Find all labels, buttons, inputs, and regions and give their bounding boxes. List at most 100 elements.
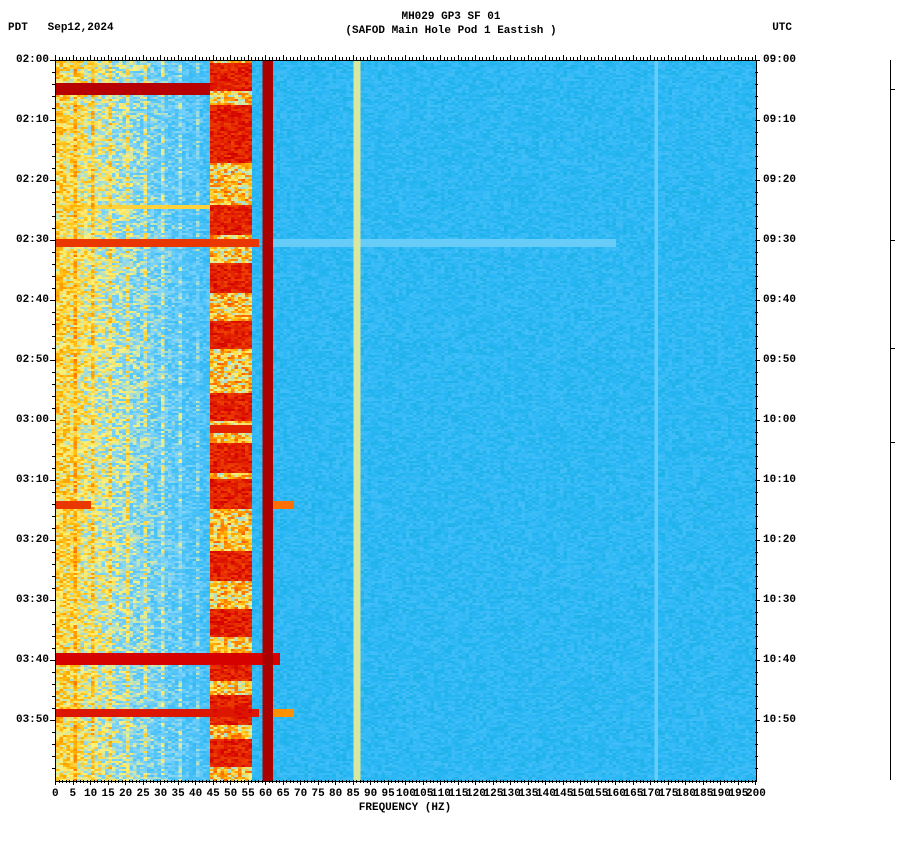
tick-mark bbox=[50, 60, 55, 61]
tick-mark bbox=[167, 780, 168, 783]
tick-mark bbox=[755, 636, 758, 637]
tick-mark bbox=[668, 780, 669, 785]
tick-mark bbox=[59, 57, 60, 60]
tick-label: 02:10 bbox=[16, 114, 49, 126]
tick-mark bbox=[356, 57, 357, 60]
tick-mark bbox=[269, 780, 270, 783]
tick-label: 03:50 bbox=[16, 714, 49, 726]
tick-mark bbox=[307, 57, 308, 60]
tick-mark bbox=[447, 57, 448, 60]
tick-mark bbox=[125, 55, 126, 60]
tick-mark bbox=[50, 420, 55, 421]
tick-mark bbox=[300, 55, 301, 60]
tick-mark bbox=[90, 55, 91, 60]
tick-mark bbox=[55, 780, 56, 785]
tick-mark bbox=[66, 780, 67, 783]
tick-mark bbox=[52, 84, 55, 85]
right-ruler-dot bbox=[890, 442, 895, 443]
tick-mark bbox=[52, 156, 55, 157]
tick-label: 80 bbox=[329, 788, 342, 800]
tick-mark bbox=[265, 780, 266, 785]
tick-mark bbox=[430, 57, 431, 60]
tick-mark bbox=[188, 57, 189, 60]
left-tz: PDT bbox=[8, 22, 28, 34]
tick-mark bbox=[636, 780, 637, 783]
tick-mark bbox=[325, 780, 326, 783]
tick-mark bbox=[171, 780, 172, 783]
tick-mark bbox=[97, 780, 98, 783]
tick-mark bbox=[514, 780, 515, 783]
tick-mark bbox=[755, 612, 758, 613]
tick-mark bbox=[447, 780, 448, 783]
tick-mark bbox=[52, 528, 55, 529]
tick-mark bbox=[573, 780, 574, 783]
tick-mark bbox=[209, 780, 210, 783]
tick-mark bbox=[314, 780, 315, 783]
tick-mark bbox=[230, 780, 231, 785]
tick-label: 10:20 bbox=[763, 534, 796, 546]
tick-mark bbox=[216, 780, 217, 783]
tick-mark bbox=[437, 57, 438, 60]
tick-mark bbox=[192, 780, 193, 783]
tick-mark bbox=[223, 57, 224, 60]
tick-label: 03:10 bbox=[16, 474, 49, 486]
tick-mark bbox=[584, 57, 585, 60]
tick-mark bbox=[349, 780, 350, 783]
tick-mark bbox=[178, 780, 179, 785]
tick-label: 10:00 bbox=[763, 414, 796, 426]
tick-mark bbox=[52, 732, 55, 733]
tick-mark bbox=[136, 57, 137, 60]
tick-mark bbox=[244, 57, 245, 60]
tick-mark bbox=[657, 57, 658, 60]
tick-mark bbox=[276, 57, 277, 60]
tick-mark bbox=[468, 780, 469, 783]
tick-mark bbox=[703, 780, 704, 785]
tick-mark bbox=[531, 780, 532, 783]
tick-mark bbox=[755, 360, 760, 361]
tick-mark bbox=[80, 57, 81, 60]
tick-label: 50 bbox=[224, 788, 237, 800]
tick-mark bbox=[559, 57, 560, 60]
tick-mark bbox=[188, 780, 189, 783]
tick-mark bbox=[552, 57, 553, 60]
tick-mark bbox=[143, 55, 144, 60]
tick-label: 20 bbox=[119, 788, 132, 800]
tick-mark bbox=[542, 780, 543, 783]
tick-mark bbox=[636, 57, 637, 60]
tick-mark bbox=[384, 780, 385, 783]
tick-mark bbox=[444, 57, 445, 60]
tick-mark bbox=[237, 780, 238, 783]
tick-mark bbox=[605, 780, 606, 783]
tick-mark bbox=[755, 708, 758, 709]
tick-mark bbox=[209, 57, 210, 60]
tick-mark bbox=[52, 564, 55, 565]
tick-mark bbox=[755, 444, 758, 445]
tick-mark bbox=[321, 780, 322, 783]
tick-mark bbox=[745, 57, 746, 60]
tick-mark bbox=[755, 108, 758, 109]
tick-mark bbox=[255, 780, 256, 783]
tick-mark bbox=[475, 780, 476, 785]
tick-mark bbox=[755, 456, 758, 457]
tick-mark bbox=[601, 57, 602, 60]
tick-mark bbox=[552, 780, 553, 783]
tick-label: 09:00 bbox=[763, 54, 796, 66]
tick-mark bbox=[668, 55, 669, 60]
tick-mark bbox=[643, 780, 644, 783]
tick-mark bbox=[62, 780, 63, 783]
tick-mark bbox=[52, 336, 55, 337]
tick-mark bbox=[87, 780, 88, 783]
tick-mark bbox=[486, 57, 487, 60]
tick-mark bbox=[685, 780, 686, 785]
tick-mark bbox=[664, 780, 665, 783]
tick-mark bbox=[185, 57, 186, 60]
tick-mark bbox=[426, 780, 427, 783]
tick-mark bbox=[503, 57, 504, 60]
tick-mark bbox=[724, 780, 725, 783]
tick-mark bbox=[346, 57, 347, 60]
tick-mark bbox=[339, 780, 340, 783]
tick-mark bbox=[577, 780, 578, 783]
tick-mark bbox=[692, 780, 693, 783]
tick-mark bbox=[66, 57, 67, 60]
tick-mark bbox=[213, 780, 214, 785]
